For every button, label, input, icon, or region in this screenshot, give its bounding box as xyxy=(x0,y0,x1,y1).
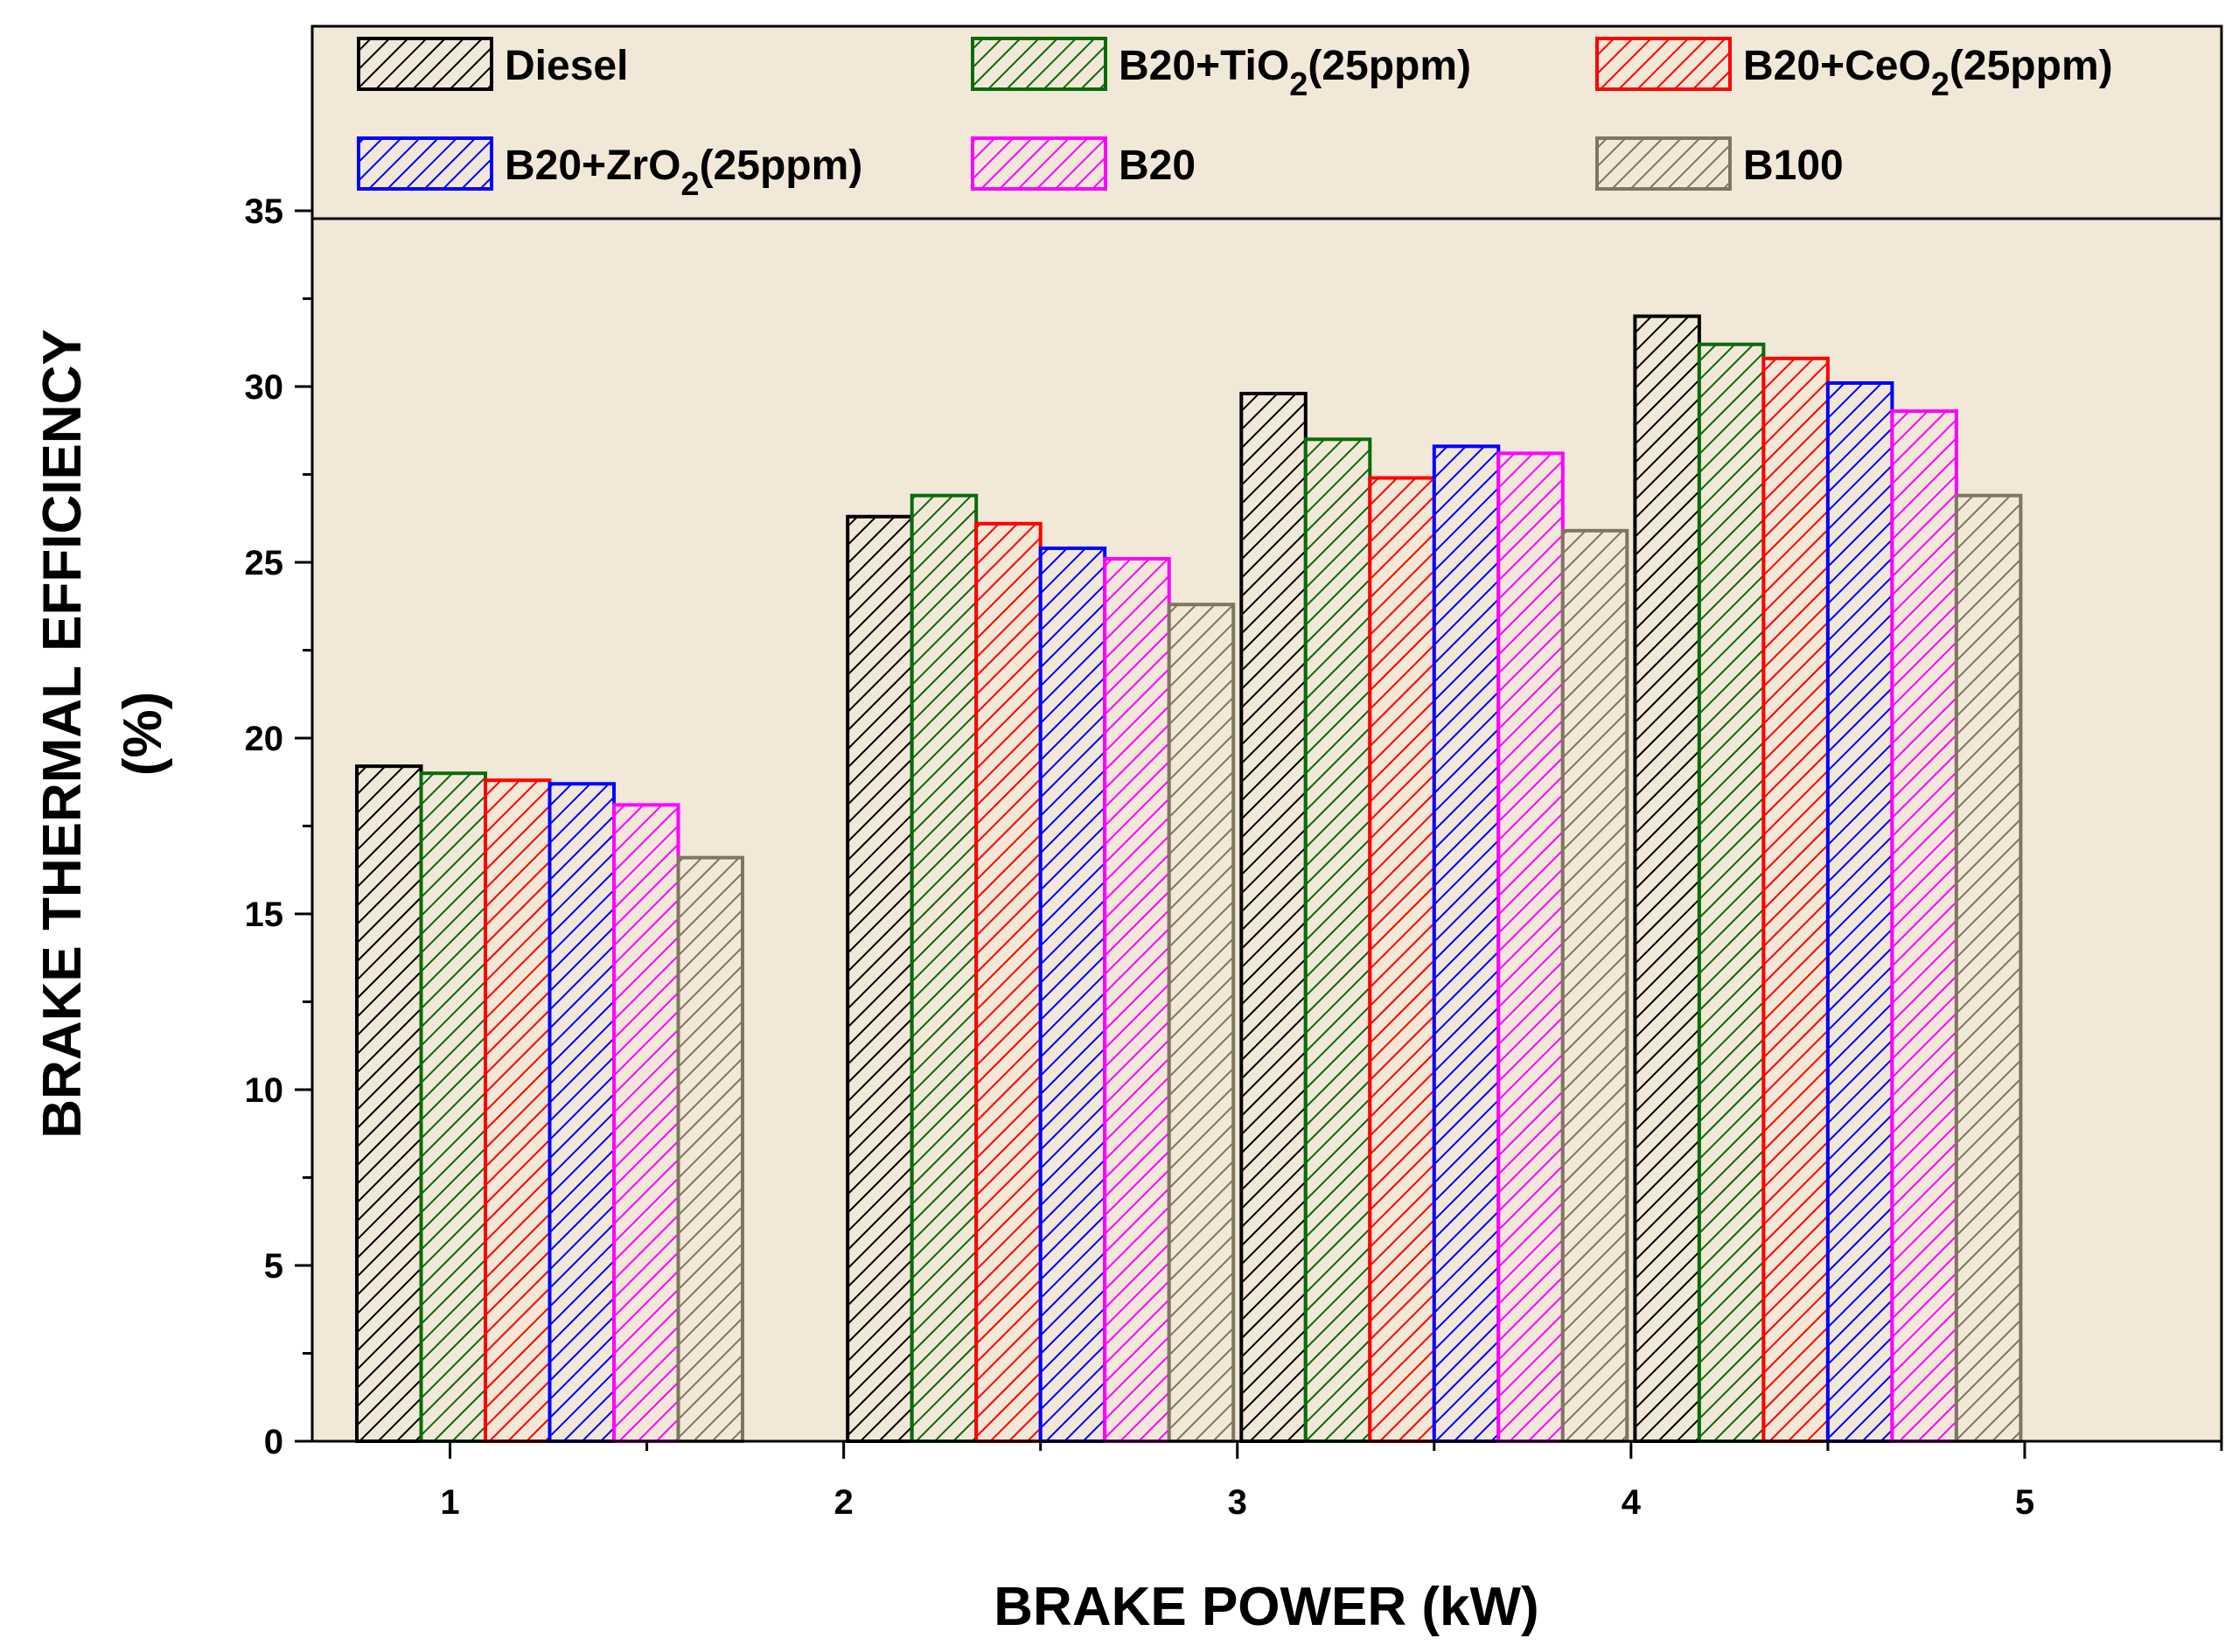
x-axis: 1 2 3 4 5 xyxy=(440,1441,2223,1522)
bar-B20+TiO2(25ppm)-group-2 xyxy=(910,493,979,1443)
bar-B20+ZrO2(25ppm)-group-3 xyxy=(1432,444,1501,1444)
y-tick-label: 20 xyxy=(245,720,284,758)
legend-swatch-B20+TiO2(25ppm) xyxy=(971,37,1107,91)
bar-B20+CeO2(25ppm)-group-1 xyxy=(484,778,552,1443)
legend-label-Diesel: Diesel xyxy=(505,43,628,89)
bar-B20-group-2 xyxy=(1103,556,1171,1443)
bar-B20-group-4 xyxy=(1890,409,1958,1443)
x-axis-title: BRAKE POWER (kW) xyxy=(994,1577,1538,1637)
bar-B100-group-4 xyxy=(1954,493,2023,1443)
bar-B20+ZrO2(25ppm)-group-1 xyxy=(548,782,616,1443)
legend-swatch-B20+CeO2(25ppm) xyxy=(1595,37,1732,91)
bar-B100-group-1 xyxy=(676,855,744,1443)
y-tick-label: 30 xyxy=(245,368,284,407)
y-tick-label: 5 xyxy=(264,1247,283,1286)
bar-B20+TiO2(25ppm)-group-4 xyxy=(1697,342,1766,1443)
y-axis-title-line2: (%) xyxy=(113,692,173,776)
y-axis-title-line1: BRAKE THERMAL EFFICIENCY xyxy=(32,329,93,1138)
bar-B20+CeO2(25ppm)-group-3 xyxy=(1368,476,1436,1443)
x-tick-label: 2 xyxy=(834,1483,854,1522)
legend: Diesel B20+TiO2(25ppm) B20+CeO2(25ppm)B20+… xyxy=(310,24,2223,220)
legend-swatch-Diesel xyxy=(357,37,493,91)
bar-B20+CeO2(25ppm)-group-4 xyxy=(1761,356,1830,1444)
legend-box xyxy=(310,24,2223,220)
bar-Diesel-group-3 xyxy=(1239,392,1308,1443)
y-tick-label: 15 xyxy=(245,896,284,934)
legend-label-B20: B20 xyxy=(1119,143,1196,189)
legend-swatch-B100 xyxy=(1595,136,1732,191)
x-tick-label: 3 xyxy=(1228,1483,1247,1522)
bar-B20+ZrO2(25ppm)-group-2 xyxy=(1038,546,1107,1443)
y-axis: 0 5 10 15 20 25 30 35 xyxy=(245,192,312,1461)
legend-swatch-B20 xyxy=(971,136,1107,191)
bar-B100-group-3 xyxy=(1560,528,1629,1444)
x-tick-label: 5 xyxy=(2015,1483,2034,1522)
legend-label-B100: B100 xyxy=(1743,143,1844,189)
bar-Diesel-group-1 xyxy=(355,764,423,1443)
x-tick-label: 1 xyxy=(440,1483,459,1522)
bar-B100-group-2 xyxy=(1167,603,1236,1443)
bar-Diesel-group-4 xyxy=(1633,314,1701,1444)
bar-B20-group-1 xyxy=(612,803,680,1443)
x-tick-label: 4 xyxy=(1622,1483,1642,1522)
bar-B20+ZrO2(25ppm)-group-4 xyxy=(1825,380,1894,1444)
y-tick-label: 0 xyxy=(264,1423,283,1461)
bars-layer xyxy=(355,314,2023,1444)
bar-B20+CeO2(25ppm)-group-2 xyxy=(974,521,1043,1443)
y-tick-label: 25 xyxy=(245,544,284,582)
y-axis-title: BRAKE THERMAL EFFICIENCY (%) xyxy=(32,329,173,1138)
bar-Diesel-group-2 xyxy=(846,514,914,1443)
bar-B20+TiO2(25ppm)-group-3 xyxy=(1303,437,1372,1443)
bar-B20-group-3 xyxy=(1496,451,1565,1443)
bar-B20+TiO2(25ppm)-group-1 xyxy=(419,771,487,1443)
legend-swatch-B20+ZrO2(25ppm) xyxy=(357,136,493,191)
y-tick-label: 10 xyxy=(245,1071,284,1110)
y-tick-label: 35 xyxy=(245,192,284,231)
